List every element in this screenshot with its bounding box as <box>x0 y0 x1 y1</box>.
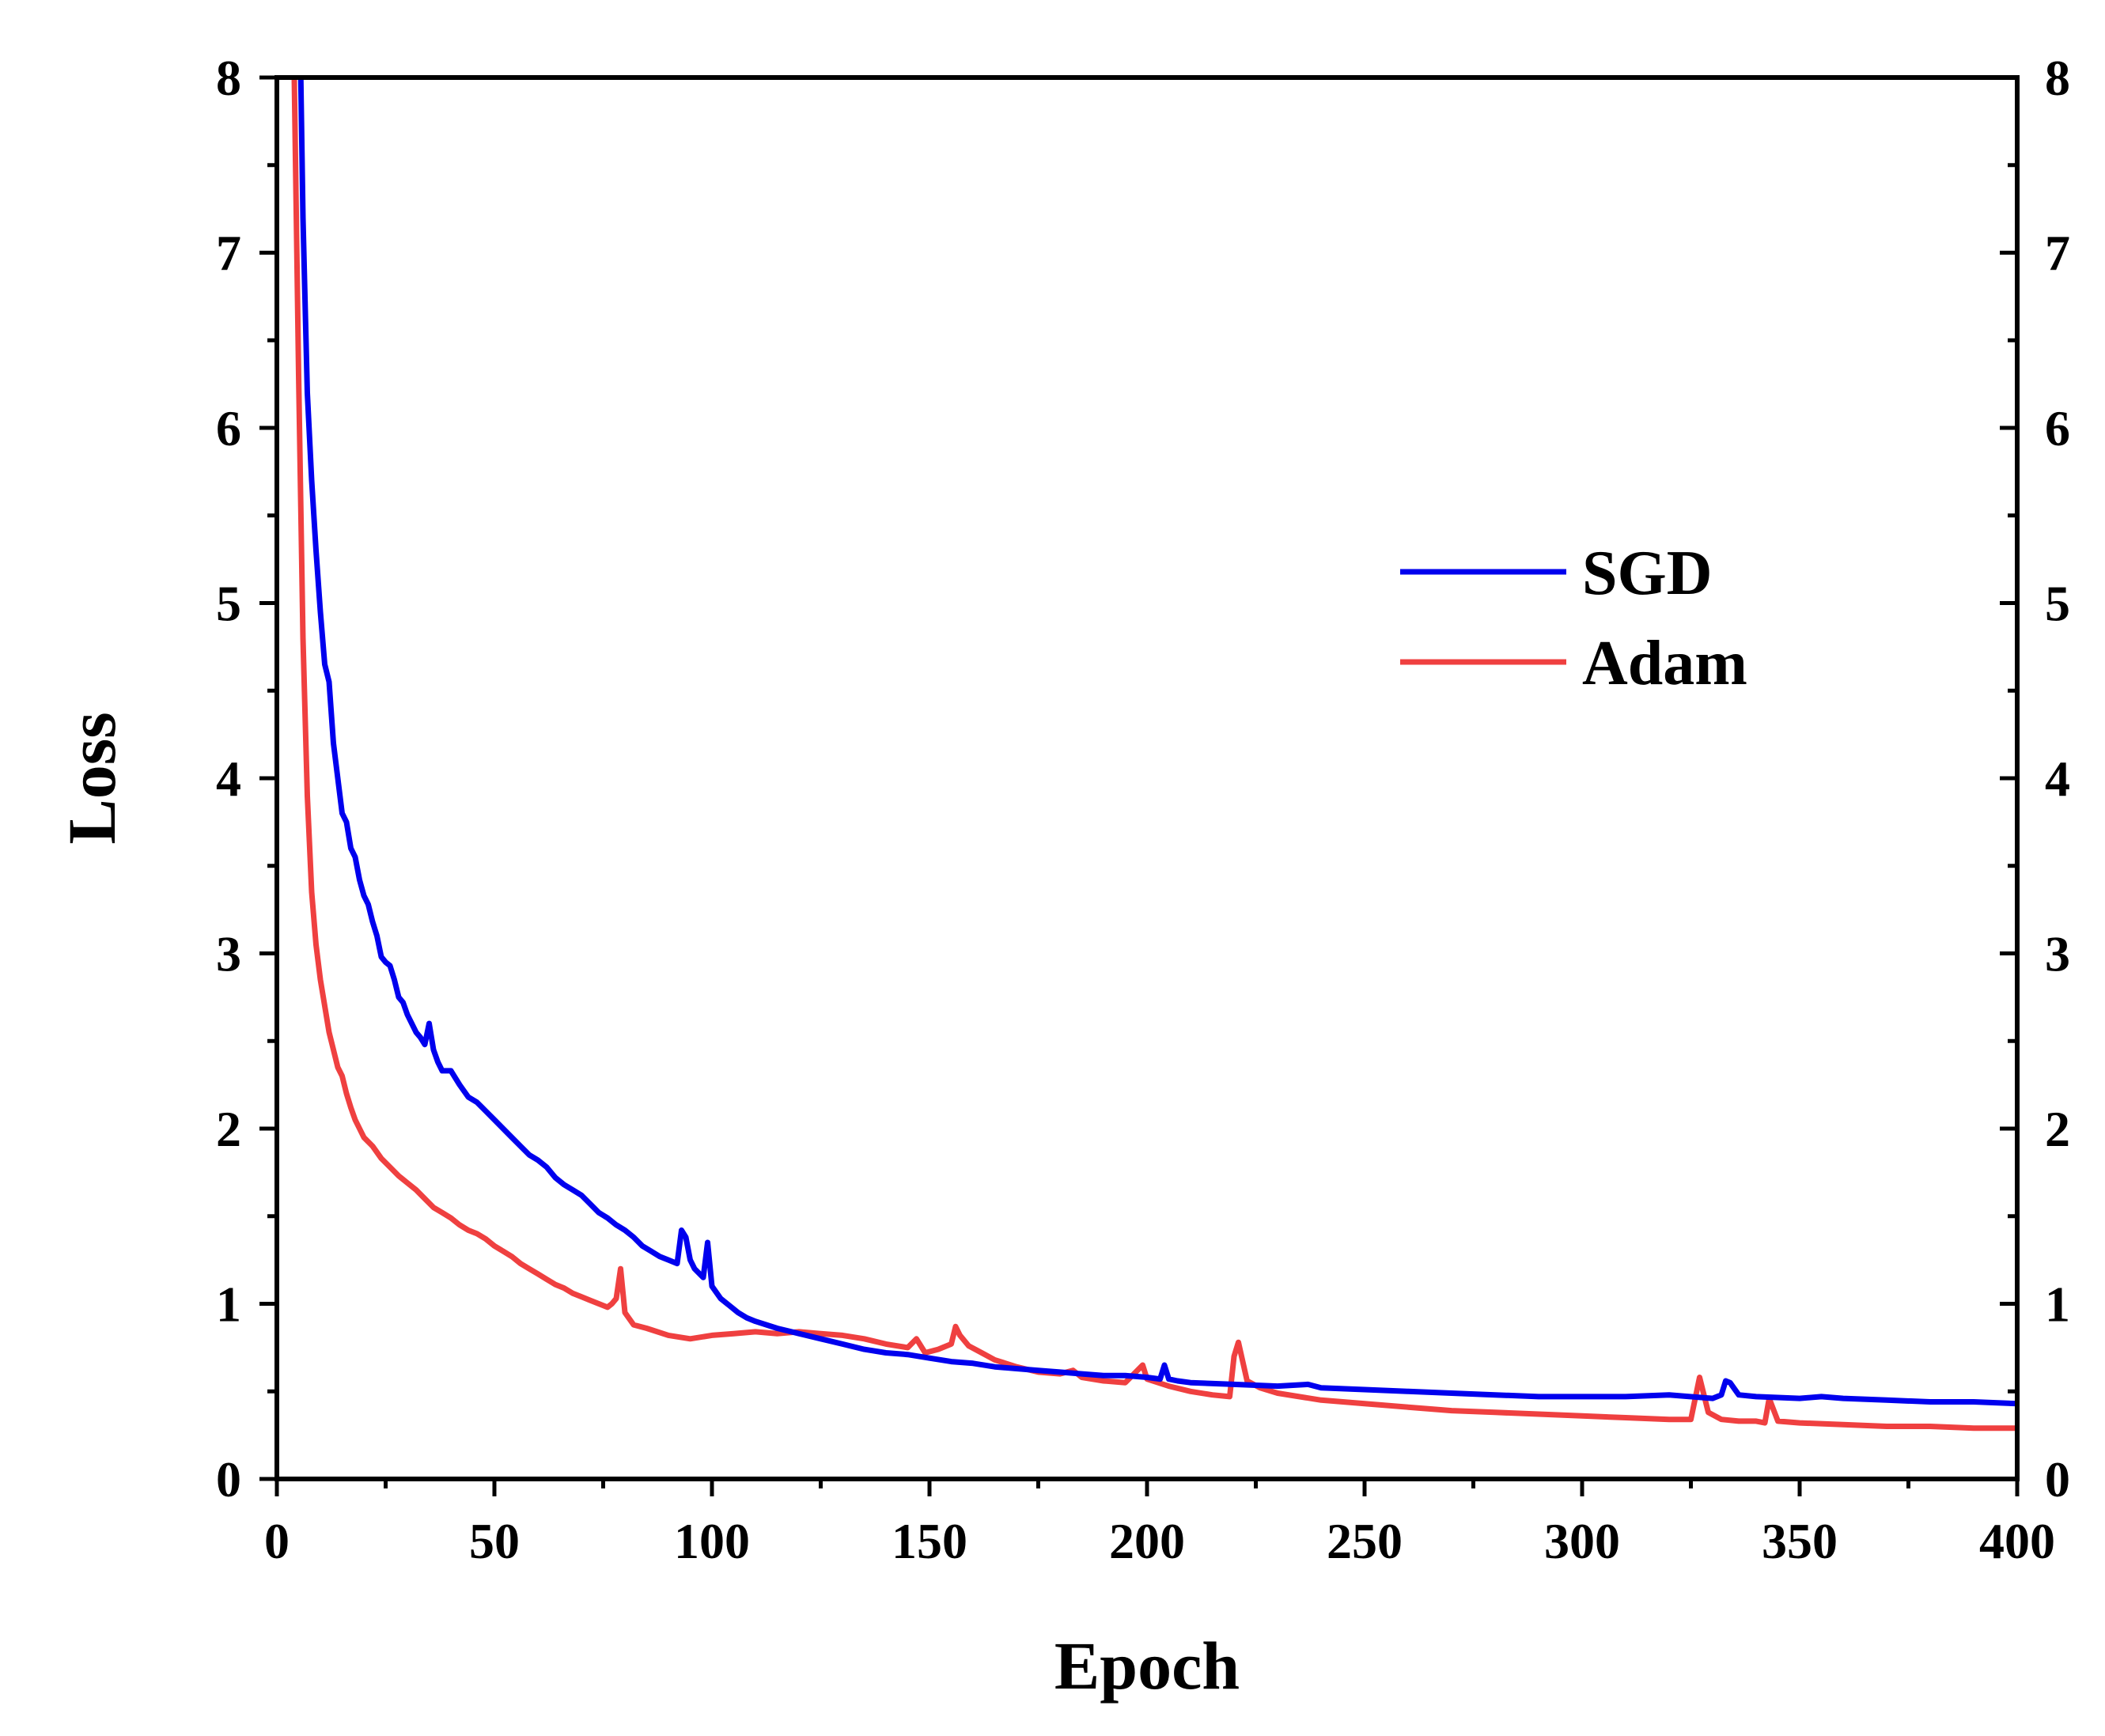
y-tick-label-left: 4 <box>216 751 241 807</box>
y-tick-label-right: 4 <box>2045 751 2070 807</box>
y-tick-label-right: 0 <box>2045 1451 2070 1507</box>
series-layer <box>291 78 2017 1432</box>
x-tick-label: 150 <box>892 1513 967 1569</box>
legend: SGD Adam <box>1400 539 1747 698</box>
y-tick-label-left: 3 <box>216 926 241 982</box>
y-tick-label-right: 7 <box>2045 225 2070 282</box>
ticks-layer <box>259 75 2020 1496</box>
y-tick-label-right: 6 <box>2045 400 2070 456</box>
y-tick-label-left: 8 <box>216 50 241 106</box>
x-tick-label: 250 <box>1327 1513 1403 1569</box>
x-tick-label: 400 <box>1979 1513 2055 1569</box>
y-tick-label-right: 1 <box>2045 1276 2070 1333</box>
x-tick-label: 350 <box>1762 1513 1838 1569</box>
y-tick-label-left: 1 <box>216 1276 241 1333</box>
y-tick-label-left: 6 <box>216 400 241 456</box>
y-tick-label-left: 5 <box>216 576 241 632</box>
legend-label-sgd: SGD <box>1582 539 1713 608</box>
y-tick-label-left: 2 <box>216 1101 241 1157</box>
y-tick-label-right: 8 <box>2045 50 2070 106</box>
x-tick-label: 0 <box>264 1513 290 1569</box>
x-tick-label: 100 <box>674 1513 750 1569</box>
x-tick-label: 300 <box>1544 1513 1620 1569</box>
series-line-sgd <box>297 78 2017 1407</box>
y-tick-label-left: 7 <box>216 225 241 282</box>
x-tick-label: 200 <box>1109 1513 1185 1569</box>
x-tick-label: 50 <box>469 1513 520 1569</box>
y-axis-title: Loss <box>54 712 130 844</box>
y-tick-label-right: 5 <box>2045 576 2070 632</box>
y-tick-label-right: 3 <box>2045 926 2070 982</box>
y-tick-label-right: 2 <box>2045 1101 2070 1157</box>
y-tick-label-left: 0 <box>216 1451 241 1507</box>
legend-label-adam: Adam <box>1582 629 1747 698</box>
x-axis-title: Epoch <box>1054 1628 1240 1704</box>
